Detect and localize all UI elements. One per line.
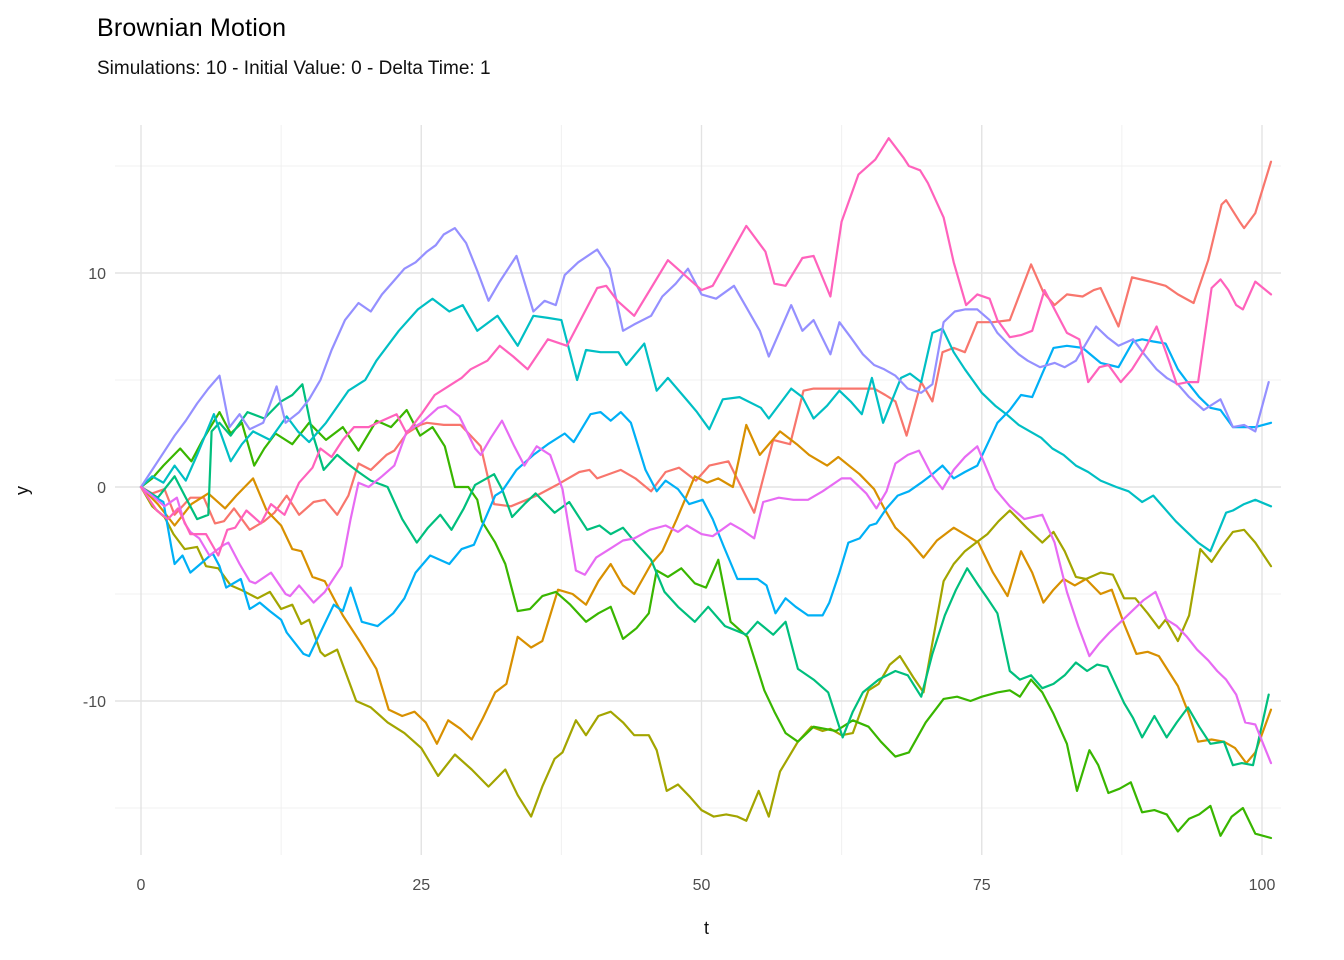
x-tick-label: 50 [693,877,711,894]
x-tick-label: 100 [1249,877,1276,894]
x-tick-label: 0 [137,877,146,894]
x-tick-label: 75 [973,877,991,894]
y-axis-title: y [12,486,32,495]
series-line-sim-4 [139,408,1273,840]
series-line-sim-9 [139,404,1273,765]
series-line-sim-1 [139,160,1273,531]
series-line-sim-10 [139,137,1273,557]
x-tick-label: 25 [412,877,430,894]
series-line-sim-5 [139,383,1270,767]
plot-title: Brownian Motion [97,14,287,42]
y-tick-label: -10 [83,694,106,711]
series-line-sim-8 [139,227,1270,489]
panel-background [115,125,1281,855]
series-line-sim-7 [139,338,1273,658]
x-axis-title: t [704,918,710,938]
y-tick-label: 0 [97,480,106,497]
y-tick-label: 10 [88,266,106,283]
series-line-sim-6 [139,297,1273,553]
plot-subtitle: Simulations: 10 - Initial Value: 0 - Del… [97,58,491,79]
